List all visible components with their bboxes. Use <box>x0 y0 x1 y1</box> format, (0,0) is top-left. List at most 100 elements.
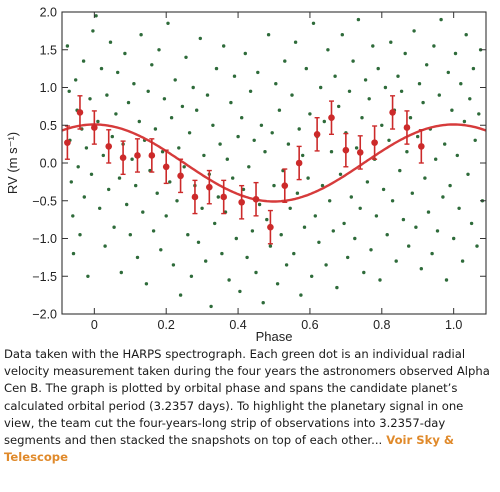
rv-dot <box>453 51 458 56</box>
rv-dot <box>439 17 443 22</box>
rv-dot <box>198 36 202 41</box>
binned-mean-point <box>134 152 141 159</box>
rv-dot <box>220 251 224 256</box>
rv-dot <box>387 138 391 142</box>
binned-mean-point <box>64 139 71 146</box>
rv-dot <box>169 116 174 120</box>
rv-dot <box>173 78 177 82</box>
rv-dot <box>353 236 357 241</box>
rv-dot <box>130 157 134 161</box>
rv-dot <box>94 14 98 18</box>
rv-dot <box>189 274 194 278</box>
source-credit-link[interactable]: Voir Sky & Telescope <box>4 433 455 465</box>
rv-dot <box>91 29 95 33</box>
y-tick-label: −1.5 <box>32 270 57 284</box>
rv-dot <box>363 78 368 82</box>
rv-dot <box>171 263 176 267</box>
rv-dot <box>279 233 283 237</box>
y-tick-label: 1.5 <box>40 43 57 57</box>
rv-dot <box>200 206 204 210</box>
rv-dot <box>473 138 477 142</box>
rv-dot <box>248 89 253 94</box>
rv-dot <box>455 153 459 158</box>
rv-dot <box>378 278 382 282</box>
rv-dot <box>202 153 206 158</box>
rv-dot <box>243 51 247 56</box>
binned-mean-point <box>105 143 113 150</box>
rv-dot <box>389 40 393 44</box>
y-tick-label: −0.5 <box>32 194 57 208</box>
rv-dot <box>272 183 276 188</box>
rv-dot <box>430 251 434 256</box>
binned-mean-point <box>371 139 378 146</box>
rv-dot <box>187 131 192 135</box>
rv-dot <box>369 248 373 252</box>
rv-dot <box>229 100 233 105</box>
rv-dot <box>195 108 199 112</box>
rv-dot <box>236 134 240 139</box>
binned-mean-point <box>313 131 321 138</box>
rv-dot <box>180 104 185 109</box>
rv-dot <box>275 282 280 286</box>
rv-dot <box>293 40 298 44</box>
rv-dot <box>157 48 161 52</box>
binned-mean-point <box>295 159 303 167</box>
rv-dot <box>168 180 172 184</box>
rv-dot <box>441 195 445 199</box>
rv-dot <box>333 74 337 78</box>
rv-dot <box>390 199 395 203</box>
y-axis-ticks: −2.0 −1.5 −1.0 −0.5 0.0 0.5 1.0 1.5 2.0 <box>32 6 486 322</box>
binned-mean-point <box>91 124 98 131</box>
binned-mean-point <box>403 124 411 131</box>
rv-dot <box>209 304 213 309</box>
rv-dot <box>263 150 267 154</box>
rv-dot <box>141 210 145 214</box>
rv-dot <box>317 240 321 244</box>
rv-dot <box>460 259 465 263</box>
rv-dot <box>338 172 343 176</box>
rv-dot <box>320 183 325 188</box>
rv-dot <box>177 146 181 150</box>
binned-mean-point <box>281 182 289 189</box>
rv-dot <box>434 157 438 161</box>
rv-dot <box>112 225 116 229</box>
rv-dot <box>408 116 413 120</box>
rv-dot <box>421 100 425 105</box>
rv-dot <box>471 66 476 71</box>
rv-dot <box>191 85 195 90</box>
rv-dot <box>69 180 74 184</box>
rv-dot <box>358 206 362 210</box>
rv-dot <box>435 229 440 233</box>
rv-dot <box>184 55 188 59</box>
rv-dot <box>319 85 323 90</box>
y-tick-label: 0.0 <box>40 157 57 171</box>
rv-dot <box>381 187 386 192</box>
binned-mean-point <box>267 223 274 231</box>
rv-dot <box>117 176 122 180</box>
rv-dot <box>222 44 226 48</box>
rv-dot <box>450 108 454 112</box>
rv-dot <box>477 112 481 116</box>
rv-dot <box>403 51 407 56</box>
rv-dot <box>446 70 450 75</box>
binned-mean-point <box>119 154 127 162</box>
rv-dot <box>360 116 364 120</box>
x-axis-title: Phase <box>256 329 293 344</box>
binned-mean-point <box>328 114 335 121</box>
rv-dot <box>213 221 217 226</box>
rv-dot <box>196 240 201 244</box>
binned-mean-point <box>177 172 184 180</box>
rv-dot <box>443 142 447 146</box>
rv-dot <box>256 70 260 75</box>
rv-dot <box>426 210 431 214</box>
rv-dot <box>252 138 256 142</box>
rv-dot <box>205 93 210 97</box>
rv-dot <box>414 225 418 229</box>
rv-dot <box>383 85 388 90</box>
rv-dot <box>227 278 231 282</box>
rv-dot <box>401 217 406 222</box>
rv-dot <box>65 44 70 48</box>
rv-dot <box>457 206 461 210</box>
binned-mean-point <box>191 193 199 201</box>
x-tick-label: 0.2 <box>158 318 175 332</box>
